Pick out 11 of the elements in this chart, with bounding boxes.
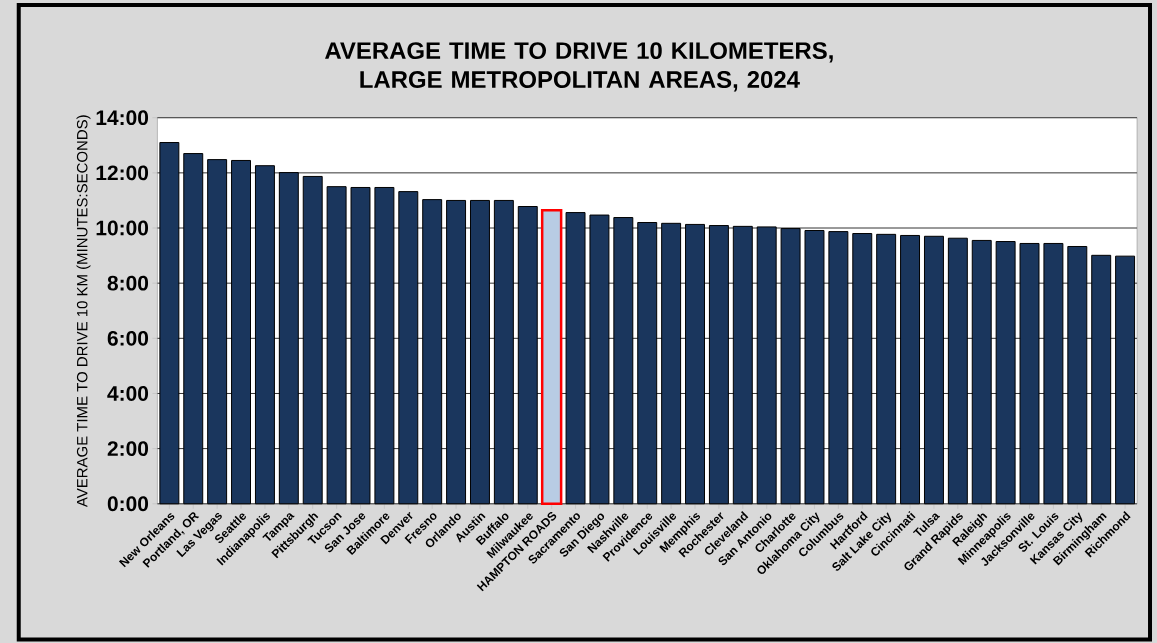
y-tick-label: 6:00	[107, 330, 149, 346]
y-tick-label: 8:00	[107, 275, 149, 291]
y-tick-label: 14:00	[96, 110, 149, 125]
y-tick-label: 2:00	[107, 440, 149, 456]
y-tick-label: 4:00	[107, 385, 149, 401]
y-axis-title: AVERAGE TIME TO DRIVE 10 KM (MINUTES:SECONDS)	[76, 115, 91, 507]
bar	[540, 208, 563, 505]
chart-title: AVERAGE TIME TO DRIVE 10 KILOMETERS, LARGE METROPOLITAN AREAS, 2024	[325, 41, 833, 92]
y-tick-label: 12:00	[96, 165, 149, 181]
y-tick-label: 0:00	[107, 496, 149, 511]
y-tick-label: 10:00	[96, 220, 149, 236]
